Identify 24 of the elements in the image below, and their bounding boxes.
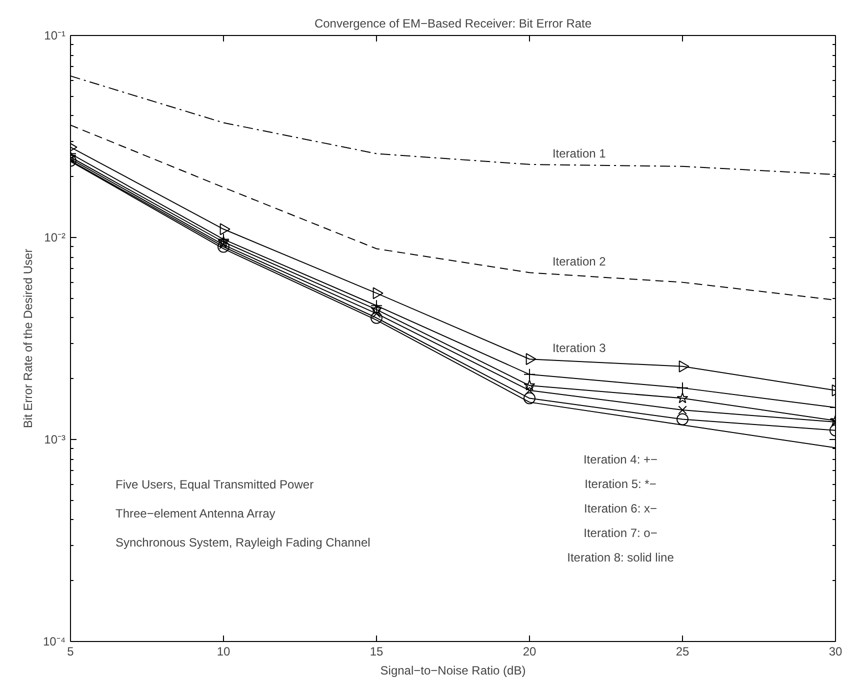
y-tick-label: 10⁻² — [44, 230, 66, 244]
y-tick-label: 10⁻⁴ — [42, 634, 66, 648]
annotation: Five Users, Equal Transmitted Power — [116, 478, 314, 492]
chart-title: Convergence of EM−Based Receiver: Bit Error Rate — [314, 16, 592, 30]
series-label: Iteration 2 — [552, 254, 606, 269]
x-tick-label: 25 — [676, 644, 690, 658]
annotation: Iteration 7: o− — [584, 526, 658, 540]
x-tick-label: 10 — [216, 644, 230, 658]
annotation: Iteration 6: x− — [584, 502, 658, 516]
y-axis-title: Bit Error Rate of the Desired User — [20, 248, 35, 428]
annotation: Iteration 5: *− — [584, 477, 656, 491]
y-tick-label: 10⁻³ — [44, 432, 66, 446]
x-tick-label: 20 — [522, 644, 536, 658]
series-label: Iteration 1 — [552, 146, 606, 160]
series-label: Iteration 3 — [552, 341, 606, 356]
y-tick-label: 10⁻¹ — [44, 28, 66, 42]
annotation: Three−element Antenna Array — [116, 506, 276, 520]
x-axis-title: Signal−to−Noise Ratio (dB) — [380, 664, 526, 678]
x-tick-label: 15 — [370, 644, 384, 658]
annotation: Iteration 4: +− — [583, 452, 658, 466]
annotation: Iteration 8: solid line — [567, 550, 674, 564]
x-tick-label: 30 — [828, 644, 842, 658]
x-tick-label: 5 — [67, 644, 74, 658]
annotation: Synchronous System, Rayleigh Fading Channel — [116, 536, 370, 550]
